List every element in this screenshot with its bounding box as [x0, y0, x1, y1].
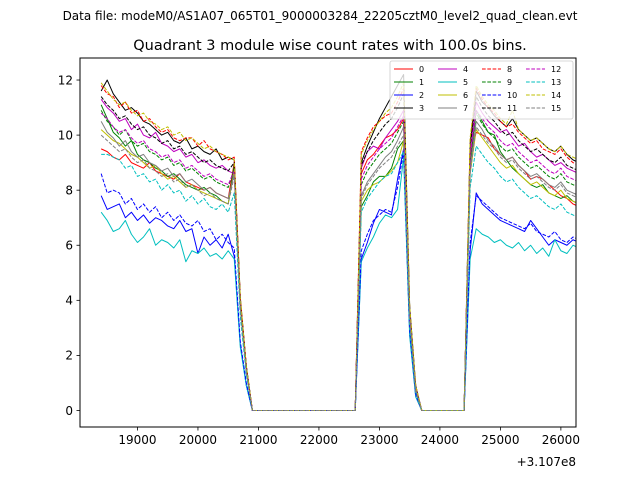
y-axis: 0 2 4 6 8 10 12 — [58, 73, 80, 418]
series-line-15 — [100, 126, 576, 411]
legend-label-13: 13 — [551, 78, 561, 87]
x-axis: 19000 20000 21000 22000 23000 24000 25000 26000 — [118, 427, 580, 447]
x-tick-label: 26000 — [542, 433, 580, 447]
x-tick-label: 21000 — [239, 433, 277, 447]
series-layer — [100, 74, 576, 411]
axes-frame — [79, 57, 577, 428]
legend-label-0: 0 — [419, 65, 424, 74]
axes: 19000 20000 21000 22000 23000 24000 25000 26000… — [58, 57, 580, 469]
series-line-10 — [100, 151, 576, 411]
legend-frame — [389, 60, 574, 120]
legend-label-9: 9 — [507, 78, 512, 87]
legend-label-10: 10 — [507, 91, 517, 100]
legend-label-5: 5 — [463, 78, 468, 87]
legend-label-14: 14 — [551, 91, 561, 100]
legend-label-12: 12 — [551, 65, 561, 74]
x-tick-label: 24000 — [421, 433, 459, 447]
figure-suptitle: Data file: modeM0/AS1A07_065T01_90000032… — [63, 9, 578, 23]
y-tick-label: 6 — [65, 239, 73, 253]
x-tick-label: 19000 — [118, 433, 156, 447]
y-tick-label: 4 — [65, 294, 73, 308]
y-tick-label: 2 — [65, 349, 73, 363]
legend-label-7: 7 — [463, 104, 468, 113]
x-tick-label: 23000 — [360, 433, 398, 447]
y-tick-label: 10 — [58, 128, 73, 142]
legend-label-2: 2 — [419, 91, 424, 100]
x-tick-label: 20000 — [179, 433, 217, 447]
legend-label-4: 4 — [463, 65, 468, 74]
y-tick-label: 8 — [65, 183, 73, 197]
legend-label-8: 8 — [507, 65, 512, 74]
legend-label-11: 11 — [507, 104, 517, 113]
x-tick-label: 22000 — [300, 433, 338, 447]
y-tick-label: 0 — [65, 404, 73, 418]
chart-title: Quadrant 3 module wise count rates with … — [133, 38, 527, 54]
legend-label-3: 3 — [419, 104, 424, 113]
legend-label-6: 6 — [463, 91, 468, 100]
legend-label-1: 1 — [419, 78, 424, 87]
x-offset-label: +3.107e8 — [517, 455, 576, 469]
legend-label-15: 15 — [551, 104, 561, 113]
x-tick-label: 25000 — [481, 433, 519, 447]
y-tick-label: 12 — [58, 73, 73, 87]
